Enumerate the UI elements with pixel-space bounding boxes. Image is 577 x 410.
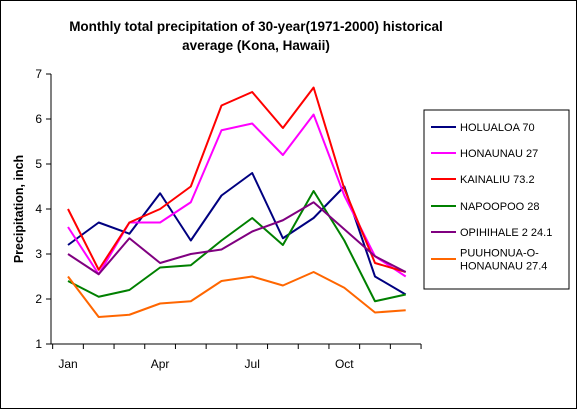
x-tick-label: Oct — [335, 357, 354, 371]
series-line-6 — [67, 271, 406, 318]
series-line-5 — [67, 201, 407, 276]
legend: HOLUALOA 70 HONAUNAU 27 KAINALIU 73.2 NAPOO… — [423, 109, 570, 290]
legend-label-2: HONAUNAU 27 — [460, 148, 538, 160]
chart-title-line-1: Monthly total precipitation of 30-year(1… — [69, 19, 443, 34]
y-tick-label: 4 — [35, 202, 42, 216]
legend-label-3: KAINALIU 73.2 — [460, 174, 535, 186]
x-tick-label: Jan — [58, 357, 77, 371]
x-tick-label: Jul — [245, 357, 260, 371]
series-line-4 — [67, 190, 406, 303]
y-tick-label: 7 — [35, 67, 42, 81]
y-axis-label: Precipitation, inch — [12, 155, 26, 263]
chart-title: Monthly total precipitation of 30-year(1… — [69, 19, 443, 53]
series-line-3 — [67, 86, 406, 273]
x-tick-label: Apr — [151, 357, 170, 371]
legend-label-1: HOLUALOA 70 — [460, 122, 535, 134]
chart-title-line-2: average (Kona, Hawaii) — [182, 38, 330, 53]
legend-label-4: NAPOOPOO 28 — [460, 201, 539, 213]
y-tick-label: 3 — [35, 247, 42, 261]
y-tick-label: 5 — [35, 157, 42, 171]
legend-label-5: OPIHIHALE 2 24.1 — [460, 227, 552, 239]
series-line-1 — [67, 172, 407, 296]
y-tick-label: 6 — [35, 112, 42, 126]
y-tick-label: 2 — [35, 292, 42, 306]
plot-area: 1 2 3 4 5 6 7 Jan Apr Jul Oct Precipitation, inch — [12, 67, 422, 371]
legend-label-6: PUUHONUA-O-HONAUNAU 27.4 — [460, 248, 547, 273]
y-tick-label: 1 — [35, 337, 42, 351]
